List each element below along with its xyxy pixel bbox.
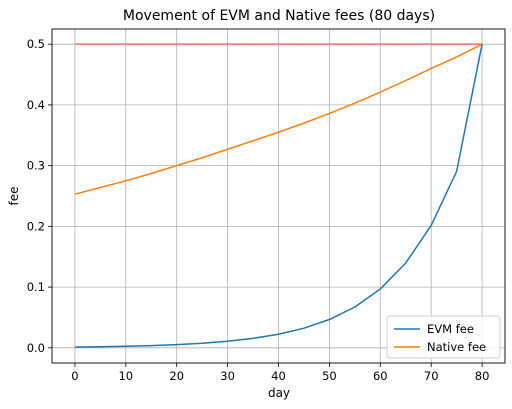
x-tick-label: 10 [118, 369, 133, 383]
x-tick-label: 70 [424, 369, 439, 383]
x-tick-label: 50 [322, 369, 337, 383]
y-axis-label: fee [7, 187, 21, 206]
legend: EVM fee Native fee [386, 315, 501, 359]
x-tick-label: 20 [169, 369, 184, 383]
y-tick-label: 0.0 [27, 341, 45, 355]
y-tick-label: 0.4 [27, 98, 45, 112]
evm-fee-line [74, 44, 483, 348]
chart-title: Movement of EVM and Native fees (80 days… [123, 8, 435, 24]
legend-entry: Native fee [427, 340, 486, 354]
series-lines [74, 43, 483, 348]
x-tick-label: 60 [373, 369, 388, 383]
x-axis-label: day [268, 386, 290, 400]
axis-ticks: 0 10 20 30 40 50 60 70 80 0.0 0.1 0.2 0.3 0.4 0.5 [27, 37, 490, 383]
x-tick-label: 40 [271, 369, 286, 383]
x-tick-label: 30 [220, 369, 235, 383]
legend-entry: EVM fee [427, 322, 474, 336]
y-tick-label: 0.3 [27, 159, 45, 173]
x-tick-label: 0 [71, 369, 78, 383]
x-tick-label: 80 [475, 369, 490, 383]
y-tick-label: 0.5 [27, 37, 45, 51]
native-fee-line [74, 43, 483, 195]
y-tick-label: 0.1 [27, 280, 45, 294]
y-tick-label: 0.2 [27, 219, 45, 233]
